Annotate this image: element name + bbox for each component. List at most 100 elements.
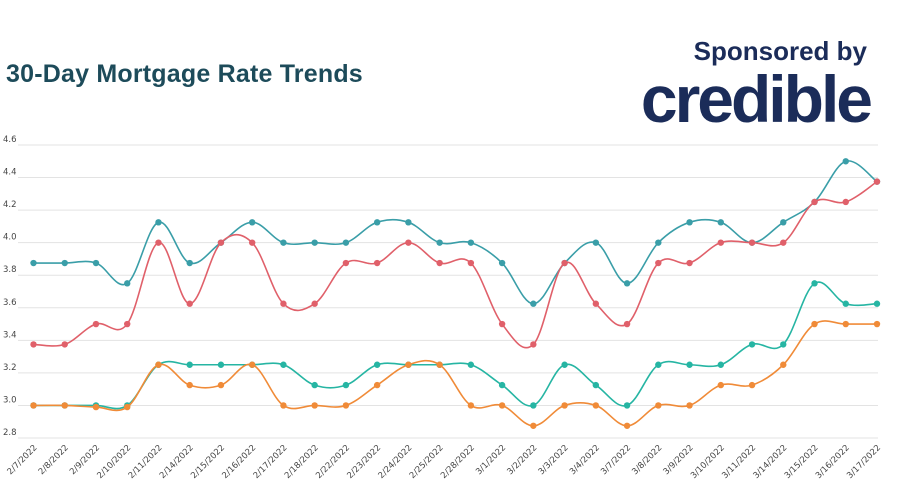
x-tick-label: 3/2/2022 [505, 443, 539, 477]
series-1-point [717, 219, 724, 226]
series-4-point [467, 402, 475, 409]
series-2-point [342, 259, 350, 267]
series-2-point [811, 198, 818, 206]
y-tick-label: 3.0 [3, 395, 17, 405]
series-3-line [33, 281, 878, 410]
series-3-point [311, 381, 318, 389]
y-tick-label: 4.6 [3, 135, 17, 145]
y-tick-label: 4.2 [3, 200, 17, 210]
series-3-point [842, 300, 849, 307]
series-4-point [592, 402, 600, 409]
series-1-point [30, 259, 37, 267]
series-3-point [873, 300, 881, 307]
series-4-point [186, 381, 193, 389]
credible-logo: credible [640, 62, 873, 136]
series-2-point [873, 178, 881, 185]
series-2-point [373, 259, 381, 267]
series-1-point [186, 259, 193, 267]
x-tick-label: 3/17/2022 [845, 443, 883, 481]
sponsor-text: Sponsored by [693, 36, 867, 66]
series-2-point [436, 259, 443, 267]
series-2-point [467, 259, 475, 267]
series-2-point [155, 239, 162, 246]
series-1-point [342, 239, 350, 246]
series-1-point [155, 219, 162, 226]
series-4-point [498, 402, 506, 409]
series-2-point [780, 239, 787, 246]
series-1-point [436, 239, 443, 246]
series-4-point [92, 403, 100, 411]
series-3-point [373, 361, 381, 368]
series-4-point [530, 422, 537, 429]
series-2-point [124, 320, 131, 328]
series-2-point [280, 300, 287, 307]
series-2-point [248, 239, 256, 246]
series-4-point [686, 402, 693, 409]
series-1-point [280, 239, 287, 246]
x-tick-label: 3/3/2022 [537, 443, 571, 477]
series-3-point [717, 361, 724, 368]
series-2-point [592, 300, 600, 307]
series-1-point [655, 239, 662, 246]
series-2-point [561, 259, 568, 267]
series-3-point [780, 341, 787, 348]
x-tick-label: 3/8/2022 [630, 443, 664, 477]
series-3-point [342, 381, 350, 389]
x-tick-label: 3/7/2022 [599, 443, 633, 477]
y-tick-label: 4.0 [3, 233, 17, 243]
series-1-point [842, 158, 849, 165]
y-tick-label: 2.8 [3, 428, 17, 438]
series-2-point [623, 320, 631, 328]
series-4-point [61, 402, 68, 409]
series-3-point [467, 361, 475, 368]
series-1-point [311, 239, 318, 246]
series-2-point [748, 239, 756, 246]
series-4-line [33, 320, 877, 427]
series-1-point [530, 300, 537, 307]
series-3-point [498, 381, 506, 389]
series-2-point [217, 239, 225, 246]
series-4-point [124, 403, 131, 411]
series-4-point [155, 361, 162, 368]
x-tick-label: 2/7/2022 [6, 443, 40, 477]
series-2-point [405, 239, 412, 246]
series-4-point [811, 320, 818, 328]
series-4-point [717, 381, 724, 389]
series-2-point [311, 300, 318, 307]
series-1-point [405, 219, 412, 226]
series-2-point [61, 341, 68, 348]
series-4-point [217, 381, 225, 389]
series-4-point [280, 402, 287, 409]
series-3-point [623, 402, 631, 409]
series-1-point [780, 219, 787, 226]
series-2-point [686, 259, 693, 267]
y-tick-label: 3.8 [3, 265, 17, 275]
series-4-point [30, 402, 37, 409]
series-4-point [248, 361, 256, 368]
series-4-point [748, 381, 756, 389]
x-tick-label: 3/4/2022 [568, 443, 602, 477]
series-4-point [623, 422, 631, 429]
series-4-point [561, 402, 568, 409]
series-2-point [498, 320, 506, 328]
series-3-point [592, 381, 600, 389]
series-1-point [467, 239, 475, 246]
x-tick-label: 2/8/2022 [37, 443, 71, 477]
series-4-point [873, 320, 881, 328]
series-4-point [373, 381, 381, 389]
series-1-point [373, 219, 381, 226]
series-1-point [686, 219, 693, 226]
y-tick-label: 3.6 [3, 298, 17, 308]
series-2-line [33, 180, 878, 349]
series-4-point [311, 402, 318, 409]
series-2-point [186, 300, 193, 307]
series-1-point [498, 259, 506, 267]
y-tick-label: 3.4 [3, 330, 17, 340]
chart-title: 30-Day Mortgage Rate Trends [6, 60, 363, 88]
series-4-point [436, 361, 443, 368]
y-tick-label: 3.2 [3, 363, 17, 373]
series-4-point [842, 320, 849, 328]
series-2-point [530, 341, 537, 348]
series-4-point [655, 402, 662, 409]
